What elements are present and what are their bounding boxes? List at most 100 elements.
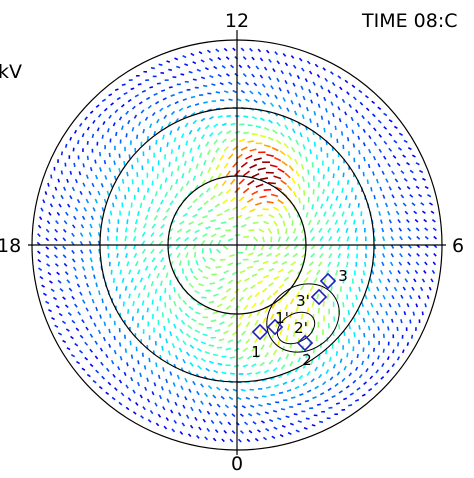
vector [369,326,370,330]
vector [129,294,130,299]
vector [432,270,434,273]
vector [190,363,193,367]
vector [155,191,157,196]
vector [175,102,178,104]
vector [116,286,117,290]
vector [210,248,211,253]
vector [48,310,51,312]
vector [99,241,100,245]
vector [203,419,205,422]
vector [343,398,346,399]
vector [298,357,300,362]
vector [183,300,186,304]
vector [389,303,391,307]
vector [338,253,340,258]
vector [299,394,303,395]
vector [175,193,178,197]
vector [282,426,285,428]
vector [195,252,196,257]
vector [313,82,315,85]
vector [243,236,249,237]
vector [293,83,295,86]
vector [151,249,154,253]
vector [194,356,198,359]
vector [208,386,211,389]
vector [250,149,257,151]
vector [139,122,141,126]
vector [176,67,180,68]
vector [94,275,95,279]
vector [252,57,254,60]
vector [303,383,307,386]
vector [405,211,408,214]
vector [369,135,371,138]
vector [330,377,333,380]
vector [171,410,173,413]
vector [386,203,388,207]
vector [55,238,58,241]
vector [392,295,394,299]
vector [136,403,138,406]
vector [224,246,228,249]
vector [182,423,184,426]
vector [83,183,85,187]
vector [311,286,314,291]
vector [200,171,202,176]
vector [112,360,114,364]
vector [392,195,394,198]
vector [185,237,189,240]
vector [228,422,230,425]
vector [311,245,315,249]
vector [285,63,287,66]
vector [176,315,178,319]
vector [378,120,381,123]
vector [296,171,299,177]
vector [308,137,309,142]
vector [384,127,387,129]
vector [266,155,273,157]
vector [53,195,55,199]
vector [416,262,419,265]
vector [177,253,180,258]
vector [415,220,418,222]
vector [203,86,207,87]
vector [199,324,204,325]
vector [209,361,213,363]
vector [248,414,251,416]
vector [337,372,339,376]
vector [205,393,208,396]
vector [308,170,309,175]
vector [335,94,337,97]
vector [284,143,288,147]
vector [304,428,307,429]
vector [136,219,138,224]
vector [90,334,92,337]
vector [382,363,384,366]
vector [74,267,76,270]
vector [393,156,396,159]
vector [90,111,93,113]
vector [231,65,234,68]
vector [256,66,258,69]
vector [188,325,192,328]
vector [407,187,410,189]
vector [104,160,105,164]
vector [208,209,213,211]
clock-label: 6 [452,235,464,257]
vector [389,134,392,136]
vector [271,86,273,89]
vector [314,278,317,283]
vector [317,270,320,275]
vector [379,211,380,215]
vector [267,50,269,53]
vector [201,77,205,78]
vector [342,378,345,381]
vector [190,148,191,153]
vector [297,75,299,78]
vector [125,236,126,241]
vector [238,357,243,359]
vector [194,137,196,142]
vector [315,142,316,147]
vector [384,113,387,115]
